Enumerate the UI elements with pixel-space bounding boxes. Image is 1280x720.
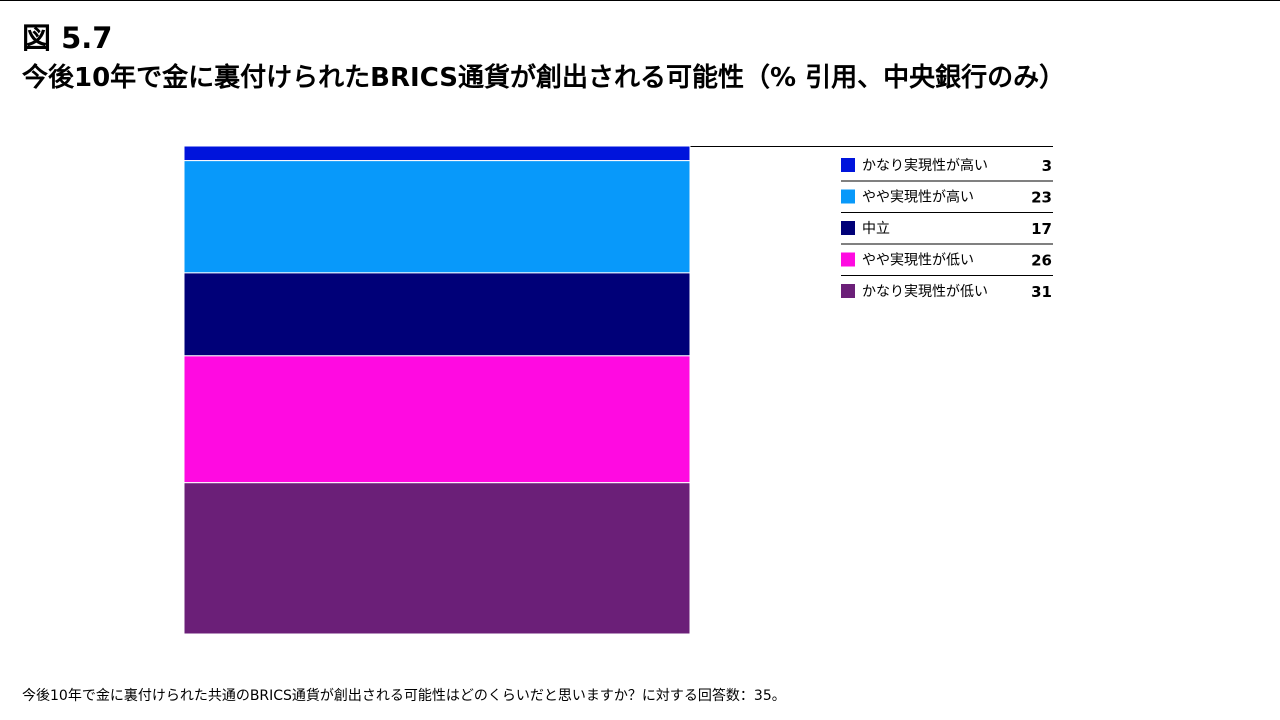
legend-swatch-1 <box>841 158 855 172</box>
legend-value-3: 17 <box>1031 220 1052 238</box>
figure-label: 図 5.7 <box>22 21 113 55</box>
bar-segment-3 <box>183 272 691 357</box>
bar-segment-1 <box>183 145 691 162</box>
legend-label-5: かなり実現性が低い <box>862 284 988 300</box>
legend-swatch-5 <box>841 284 855 298</box>
legend-swatch-4 <box>841 252 855 267</box>
legend-swatch-2 <box>841 189 855 204</box>
bar-segment-2 <box>183 160 691 274</box>
legend-value-1: 3 <box>1042 157 1052 175</box>
legend-value-4: 26 <box>1031 252 1052 270</box>
footnote: 今後10年で金に裏付けられた共通のBRICS通貨が創出される可能性はどのくらいだ… <box>22 688 786 704</box>
legend-swatch-3 <box>841 221 855 235</box>
legend-label-2: やや実現性が高い <box>862 189 974 206</box>
legend-label-4: やや実現性が低い <box>862 253 974 269</box>
bar-stack <box>183 145 691 635</box>
legend-value-2: 23 <box>1031 189 1052 207</box>
bar-segment-5 <box>183 482 691 635</box>
chart-title: 今後10年で金に裏付けられたBRICS通貨が創出される可能性（% 引用、中央銀行… <box>22 63 1066 93</box>
legend-label-3: 中立 <box>862 221 890 237</box>
bar-segment-4 <box>183 355 691 484</box>
legend: かなり実現性が高い 3 やや実現性が高い 23 中立 17 やや実現性が低い 26 かなり実現性… <box>841 157 1053 301</box>
top-rule <box>0 0 1280 1</box>
legend-value-5: 31 <box>1031 283 1052 301</box>
legend-label-1: かなり実現性が高い <box>862 157 988 174</box>
